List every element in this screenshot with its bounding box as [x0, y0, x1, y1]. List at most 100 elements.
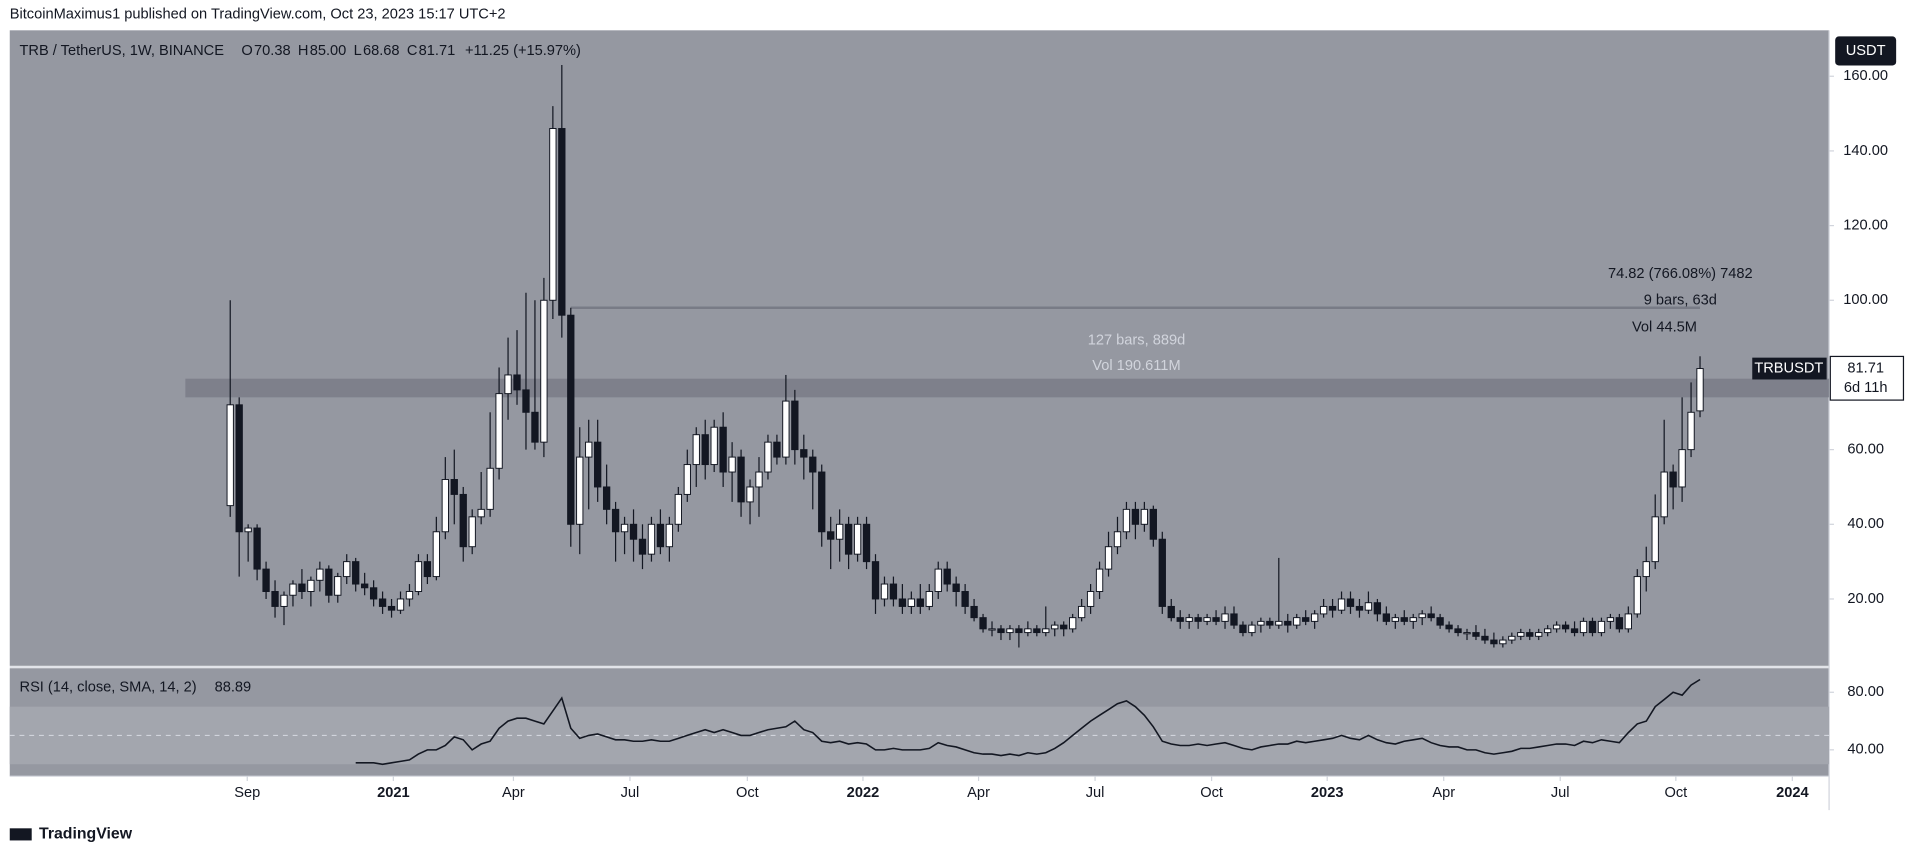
x-tick-label: 2024: [1776, 785, 1809, 801]
currency-button[interactable]: [1835, 36, 1897, 66]
candle-body: [1176, 617, 1184, 622]
x-tick-label: Apr: [1432, 785, 1455, 801]
candle-body: [1364, 602, 1373, 611]
legend-value: 70.38: [254, 43, 291, 59]
y-tick-label: 120.00: [1843, 217, 1888, 233]
candle-body: [728, 456, 736, 473]
candle-body: [1481, 635, 1489, 641]
candle-body: [818, 471, 826, 533]
candle-body: [1499, 639, 1507, 645]
candle-body: [361, 583, 369, 589]
legend-key: H: [298, 43, 309, 59]
x-tick-label: Jul: [1551, 785, 1570, 801]
candle-body: [1427, 613, 1435, 619]
candle-body: [1024, 628, 1032, 634]
candle-body: [325, 568, 333, 596]
currency-button-label[interactable]: USDT: [1846, 43, 1886, 59]
candle-body: [1400, 617, 1408, 622]
candle-body: [1624, 613, 1632, 630]
candle-body: [791, 400, 799, 451]
candle-body: [1077, 605, 1086, 619]
measure-label: 74.82 (766.08%) 7482: [1608, 266, 1753, 282]
candle-body: [737, 456, 745, 503]
candle-body: [1060, 624, 1068, 630]
candle-body: [1221, 613, 1229, 622]
candle-body: [513, 374, 521, 391]
candle-body: [620, 523, 629, 533]
x-tick-label: Oct: [1200, 785, 1223, 801]
x-tick-label: Apr: [967, 785, 990, 801]
y-tick-label: 160.00: [1843, 68, 1888, 84]
candle-body: [594, 441, 602, 488]
candle-body: [1266, 620, 1274, 626]
candle-body: [405, 591, 414, 600]
candle-body: [602, 486, 611, 510]
candle-body: [253, 527, 261, 570]
candle-body: [1633, 576, 1641, 615]
candle-body: [853, 523, 862, 555]
y-tick-label: 140.00: [1843, 143, 1888, 159]
candle-body: [656, 523, 665, 548]
candle-body: [280, 594, 288, 607]
candle-body: [495, 393, 503, 469]
candle-body: [369, 587, 378, 600]
x-tick-label: Apr: [502, 785, 525, 801]
candle-body: [916, 598, 924, 607]
candle-body: [862, 523, 871, 563]
candle-body: [1436, 617, 1444, 626]
candle-body: [1185, 617, 1193, 622]
candle-body: [1606, 617, 1615, 622]
candle-body: [925, 591, 933, 607]
change: +11.25 (+15.97%): [465, 43, 581, 59]
candle-body: [611, 508, 620, 533]
candle-body: [1642, 561, 1650, 578]
candle-body: [576, 456, 584, 525]
candle-body: [889, 583, 898, 600]
candle-body: [1418, 613, 1426, 619]
candle-body: [1678, 449, 1686, 488]
x-tick-label: Oct: [736, 785, 759, 801]
candle-body: [898, 598, 907, 607]
candle-body: [1382, 613, 1391, 622]
candle-body: [504, 374, 512, 395]
candle-body: [1167, 605, 1175, 619]
candle-body: [235, 404, 243, 533]
price-tag-name: TRBUSDT: [1754, 360, 1823, 376]
candle-body: [1570, 628, 1579, 634]
price-pane: [9, 30, 1830, 666]
candle-body: [352, 561, 360, 585]
candle-body: [970, 605, 978, 619]
candle-body: [298, 583, 306, 592]
candle-body: [719, 426, 727, 473]
candle-body: [835, 523, 844, 540]
candle-body: [1355, 605, 1364, 611]
candle-body: [1346, 598, 1355, 607]
candle-body: [683, 464, 691, 495]
candle-body: [1069, 617, 1077, 630]
candle-body: [1140, 508, 1149, 525]
symbol: TRB / TetherUS, 1W, BINANCE: [20, 43, 225, 59]
candle-body: [343, 561, 351, 578]
price-tag-value: 81.71: [1847, 360, 1884, 376]
measure-label: Vol 190.611M: [1092, 358, 1180, 374]
candle-body: [387, 605, 396, 611]
candle-body: [1095, 568, 1104, 592]
candle-body: [1015, 628, 1023, 634]
candle-body: [262, 568, 270, 592]
candle-body: [1696, 368, 1704, 412]
rsi-tick-label: 80.00: [1847, 684, 1884, 700]
candle-body: [647, 523, 656, 555]
x-tick-label: Jul: [1086, 785, 1105, 801]
candle-body: [549, 128, 557, 301]
candle-body: [396, 598, 405, 611]
candle-body: [1508, 635, 1516, 641]
candle-body: [674, 493, 682, 525]
candle-body: [558, 128, 566, 316]
price-tag-countdown: 6d 11h: [1844, 380, 1888, 396]
candle-body: [1006, 628, 1014, 634]
candle-body: [1552, 624, 1561, 630]
candle-body: [961, 591, 969, 607]
candle-body: [1463, 632, 1471, 635]
candle-body: [244, 527, 252, 533]
